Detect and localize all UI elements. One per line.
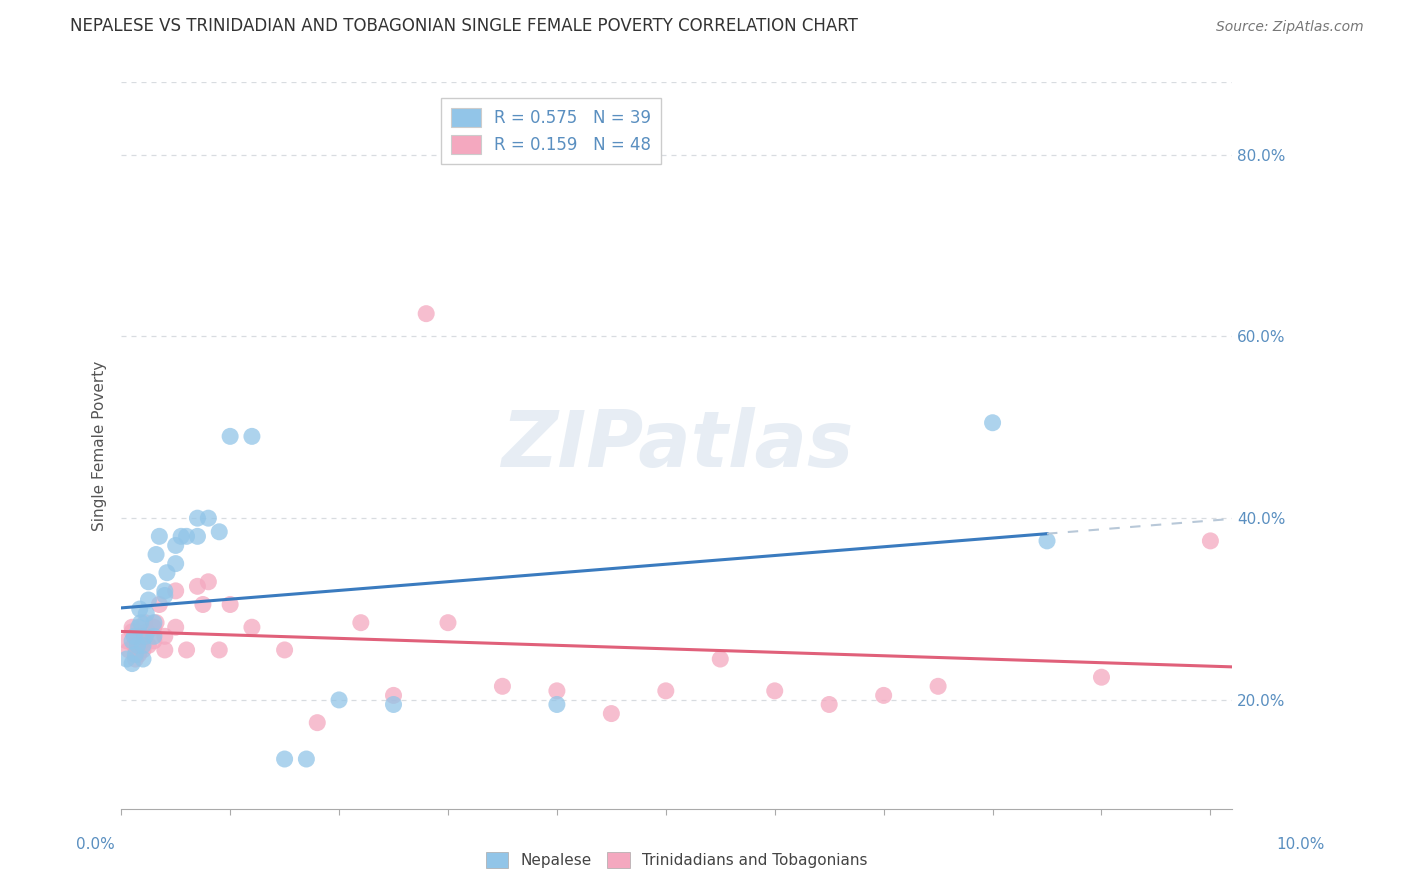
Point	[1090, 670, 1112, 684]
Point	[1036, 533, 1059, 548]
Point	[145, 615, 167, 630]
Point	[124, 648, 146, 662]
Point	[115, 652, 138, 666]
Point	[138, 639, 160, 653]
Point	[153, 589, 176, 603]
Point	[127, 639, 149, 653]
Point	[273, 752, 295, 766]
Point	[125, 643, 148, 657]
Point	[872, 689, 894, 703]
Point	[186, 579, 208, 593]
Point	[148, 598, 170, 612]
Point	[156, 566, 179, 580]
Point	[273, 643, 295, 657]
Point	[382, 689, 405, 703]
Point	[145, 548, 167, 562]
Point	[415, 307, 437, 321]
Point	[118, 643, 141, 657]
Point	[124, 629, 146, 643]
Point	[170, 529, 193, 543]
Point	[132, 629, 155, 643]
Point	[546, 683, 568, 698]
Point	[132, 652, 155, 666]
Point	[219, 429, 242, 443]
Point	[138, 593, 160, 607]
Point	[128, 602, 150, 616]
Point	[128, 648, 150, 662]
Legend: R = 0.575   N = 39, R = 0.159   N = 48: R = 0.575 N = 39, R = 0.159 N = 48	[440, 97, 661, 164]
Point	[132, 643, 155, 657]
Point	[153, 583, 176, 598]
Point	[927, 679, 949, 693]
Point	[153, 629, 176, 643]
Text: 0.0%: 0.0%	[76, 838, 115, 852]
Point	[124, 639, 146, 653]
Point	[981, 416, 1004, 430]
Point	[1199, 533, 1222, 548]
Point	[136, 624, 159, 639]
Point	[121, 624, 143, 639]
Point	[437, 615, 460, 630]
Point	[197, 574, 219, 589]
Point	[127, 633, 149, 648]
Point	[165, 620, 187, 634]
Point	[135, 607, 157, 621]
Point	[128, 639, 150, 653]
Text: ZIPatlas: ZIPatlas	[501, 408, 853, 483]
Point	[709, 652, 731, 666]
Point	[240, 429, 263, 443]
Point	[382, 698, 405, 712]
Point	[191, 598, 214, 612]
Point	[129, 629, 152, 643]
Text: 10.0%: 10.0%	[1277, 838, 1324, 852]
Point	[121, 620, 143, 634]
Point	[165, 583, 187, 598]
Point	[600, 706, 623, 721]
Point	[818, 698, 841, 712]
Point	[138, 574, 160, 589]
Text: NEPALESE VS TRINIDADIAN AND TOBAGONIAN SINGLE FEMALE POVERTY CORRELATION CHART: NEPALESE VS TRINIDADIAN AND TOBAGONIAN S…	[70, 17, 858, 35]
Point	[208, 524, 231, 539]
Point	[655, 683, 678, 698]
Point	[165, 538, 187, 552]
Point	[124, 652, 146, 666]
Point	[132, 639, 155, 653]
Point	[142, 629, 165, 643]
Point	[121, 657, 143, 671]
Point	[128, 620, 150, 634]
Y-axis label: Single Female Poverty: Single Female Poverty	[93, 360, 107, 531]
Point	[763, 683, 786, 698]
Point	[129, 615, 152, 630]
Point	[240, 620, 263, 634]
Point	[165, 557, 187, 571]
Point	[350, 615, 373, 630]
Point	[208, 643, 231, 657]
Point	[121, 633, 143, 648]
Point	[546, 698, 568, 712]
Point	[219, 598, 242, 612]
Point	[153, 643, 176, 657]
Point	[307, 715, 329, 730]
Point	[176, 529, 198, 543]
Text: Source: ZipAtlas.com: Source: ZipAtlas.com	[1216, 21, 1364, 34]
Point	[115, 633, 138, 648]
Point	[134, 629, 156, 643]
Point	[328, 693, 350, 707]
Point	[186, 511, 208, 525]
Point	[142, 615, 165, 630]
Point	[197, 511, 219, 525]
Point	[142, 633, 165, 648]
Point	[134, 615, 156, 630]
Point	[142, 620, 165, 634]
Point	[186, 529, 208, 543]
Point	[491, 679, 513, 693]
Point	[295, 752, 318, 766]
Point	[176, 643, 198, 657]
Point	[148, 529, 170, 543]
